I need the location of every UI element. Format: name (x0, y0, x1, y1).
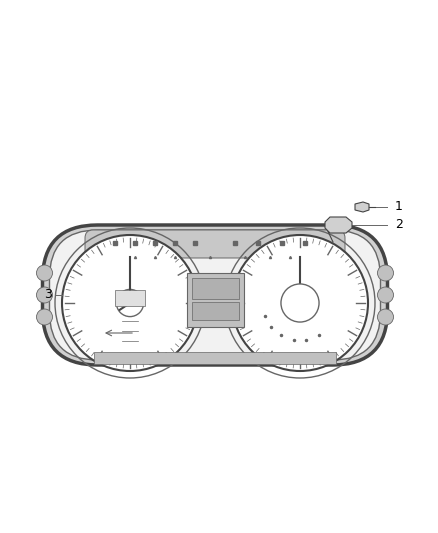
FancyBboxPatch shape (187, 273, 244, 327)
Circle shape (117, 289, 144, 317)
Circle shape (36, 265, 53, 281)
FancyBboxPatch shape (42, 225, 388, 365)
FancyBboxPatch shape (115, 290, 145, 306)
FancyBboxPatch shape (94, 352, 336, 364)
Circle shape (378, 265, 393, 281)
Text: 2: 2 (395, 219, 403, 231)
FancyBboxPatch shape (191, 278, 239, 299)
FancyBboxPatch shape (191, 302, 239, 320)
Text: 1: 1 (395, 200, 403, 214)
Polygon shape (325, 217, 352, 233)
Circle shape (232, 235, 368, 371)
Circle shape (378, 309, 393, 325)
Text: 3: 3 (44, 288, 52, 302)
FancyBboxPatch shape (49, 230, 381, 360)
Circle shape (378, 287, 393, 303)
Circle shape (36, 309, 53, 325)
FancyBboxPatch shape (85, 230, 345, 258)
Circle shape (36, 287, 53, 303)
Polygon shape (355, 202, 369, 212)
Circle shape (281, 284, 319, 322)
Circle shape (62, 235, 198, 371)
Circle shape (286, 289, 314, 317)
